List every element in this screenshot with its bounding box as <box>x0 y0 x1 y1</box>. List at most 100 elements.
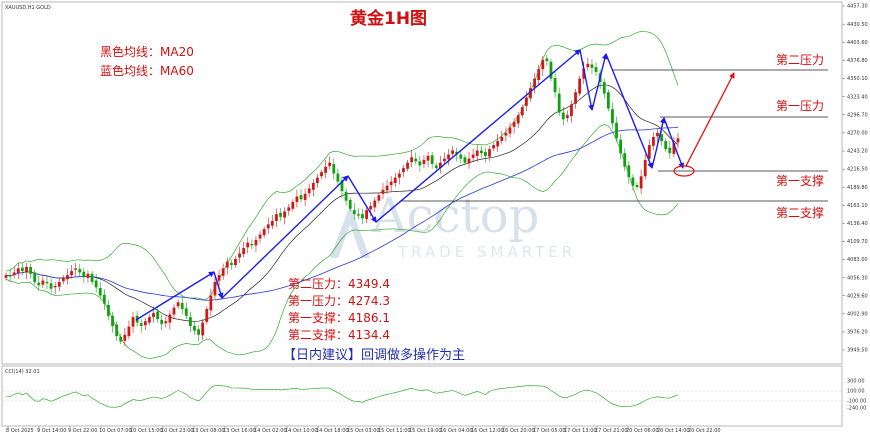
candle-body <box>389 181 393 186</box>
candle-body <box>344 191 348 201</box>
candle-body <box>246 242 250 248</box>
candle-body <box>25 267 28 273</box>
level-label-s1: 第一支撑 <box>776 173 824 188</box>
candle-body <box>279 212 282 217</box>
candle-body <box>459 154 463 159</box>
candle-body <box>647 145 651 159</box>
candle-body <box>529 88 532 99</box>
watermark-brand: Acctop <box>371 188 539 244</box>
x-tick-label: 16 Oct 12:00 <box>471 428 504 434</box>
candle-body <box>270 220 274 226</box>
symbol-info: XAUUSD,H1 GOLD <box>5 5 51 11</box>
x-tick-label: 20 Oct 22:00 <box>688 428 721 434</box>
candle-body <box>467 158 471 164</box>
x-tick-label: 17 Oct 21:00 <box>595 428 628 434</box>
candle-body <box>606 92 610 109</box>
candle-body <box>266 224 270 229</box>
x-tick-label: 14 Oct 18:00 <box>316 428 349 434</box>
candle-body <box>553 78 557 93</box>
candle-body <box>590 64 594 68</box>
candle-body <box>160 319 164 324</box>
trend-arrow-blue <box>213 271 224 299</box>
candle-body <box>504 132 508 136</box>
candle-body <box>447 154 450 160</box>
candle-body <box>381 189 385 194</box>
candle-body <box>471 154 475 158</box>
trend-arrow-blue <box>663 117 685 169</box>
candle-body <box>524 97 528 106</box>
candle-body <box>258 234 262 239</box>
candle-body <box>205 309 209 322</box>
x-tick-label: 9 Oct 14:00 <box>37 428 66 434</box>
candle-body <box>152 313 155 318</box>
candle-body <box>631 177 635 186</box>
candle-body <box>533 78 536 88</box>
candle-body <box>361 214 364 219</box>
y-tick-label: 4216.50 <box>847 167 868 173</box>
candle-body <box>356 214 360 216</box>
candle-body <box>541 59 545 70</box>
trend-arrow-blue <box>591 53 608 111</box>
candle-body <box>316 177 319 184</box>
candle-body <box>320 172 323 177</box>
candle-body <box>184 308 188 316</box>
candle-body <box>16 268 20 274</box>
y-tick-label: 3949.50 <box>847 348 868 354</box>
trend-arrow-blue <box>221 175 349 299</box>
candle-body <box>262 229 266 236</box>
candle-body <box>94 280 98 288</box>
legend-ma20: 黑色均线：MA20 <box>100 45 194 59</box>
trend-arrow-blue <box>579 49 594 111</box>
candle-body <box>377 195 381 201</box>
candle-body <box>422 159 426 165</box>
cci-tick-label: 100.00 <box>847 389 865 395</box>
y-tick-label: 3976.20 <box>847 330 868 336</box>
candle-body <box>496 141 500 147</box>
y-tick-label: 4109.70 <box>847 239 868 245</box>
candle-body <box>520 107 524 116</box>
y-tick-label: 4002.90 <box>847 311 868 317</box>
candle-body <box>197 329 200 335</box>
candle-body <box>4 275 8 278</box>
x-tick-label: 20 Oct 14:00 <box>657 428 690 434</box>
support-resistance-lines <box>400 69 828 202</box>
x-tick-label: 15 Oct 19:00 <box>409 428 442 434</box>
candle-body <box>488 149 491 157</box>
y-tick-label: 4350.10 <box>847 76 868 82</box>
x-tick-label: 17 Oct 13:00 <box>564 428 597 434</box>
y-tick-label: 4189.80 <box>847 185 868 191</box>
candle-body <box>307 188 311 194</box>
candle-body <box>418 161 422 166</box>
candle-body <box>70 271 73 276</box>
x-tick-label: 16 Oct 20:00 <box>502 428 535 434</box>
candle-body <box>594 67 598 72</box>
candle-body <box>385 185 389 191</box>
candle-body <box>397 173 401 178</box>
candle-body <box>414 158 418 162</box>
candle-body <box>143 321 147 326</box>
trend-arrows <box>135 49 735 321</box>
x-tick-label: 10 Oct 23:00 <box>161 428 194 434</box>
y-tick-label: 4457.30 <box>847 4 868 10</box>
x-tick-label: 13 Oct 08:00 <box>192 428 225 434</box>
candle-body <box>635 185 639 188</box>
candle-body <box>98 288 102 296</box>
candle-body <box>37 282 41 286</box>
candle-body <box>86 273 90 278</box>
candle-body <box>336 173 340 182</box>
y-tick-label: 4270.00 <box>847 130 868 136</box>
candle-body <box>176 302 180 307</box>
candle-body <box>479 150 483 154</box>
candle-body <box>561 112 565 120</box>
candle-body <box>369 206 373 210</box>
candle-body <box>615 122 618 139</box>
candle-body <box>668 147 672 154</box>
candle-body <box>508 127 512 134</box>
candle-body <box>172 307 176 315</box>
watermark-tagline: TRADE SMARTER <box>397 243 576 261</box>
candle-body <box>426 155 430 161</box>
candle-body <box>332 164 336 174</box>
candle-body <box>254 239 258 246</box>
candle-body <box>512 122 516 127</box>
trend-arrow-red <box>685 72 735 167</box>
